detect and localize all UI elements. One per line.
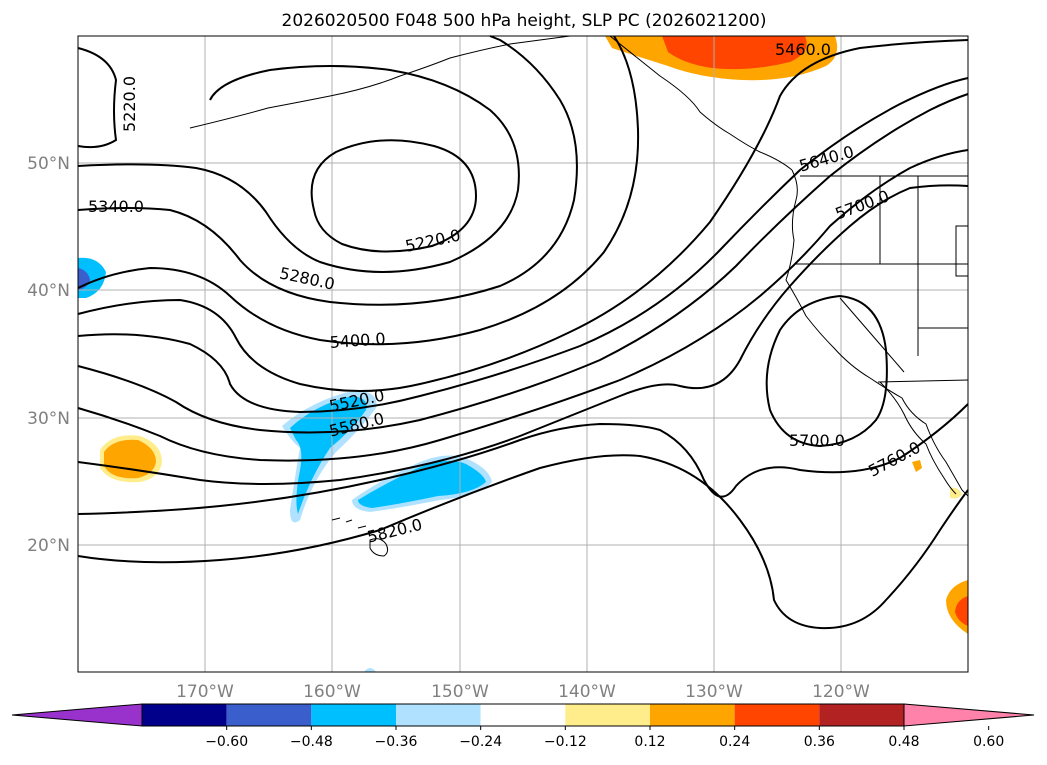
negative-anomaly-central	[290, 396, 367, 514]
colorbar-segment	[565, 704, 650, 726]
colorbar-outline	[141, 703, 905, 727]
colorbar-tick-label: 0.48	[888, 734, 919, 750]
contour-5340	[77, 35, 578, 306]
lon-label-130w: 130°W	[685, 682, 743, 702]
contour-5280	[77, 65, 520, 273]
negative-anomaly-west-edge	[78, 257, 106, 298]
hawaii-islands	[331, 517, 389, 557]
contour-label: 5220.0	[120, 76, 139, 132]
latitude-labels: 50°N 40°N 30°N 20°N	[27, 154, 70, 556]
contour-label: 5340.0	[88, 197, 144, 216]
colorbar-tick-label: −0.24	[459, 734, 502, 750]
longitude-labels: 170°W 160°W 150°W 140°W 130°W 120°W	[176, 682, 870, 702]
coastline-alaska	[189, 35, 571, 129]
colorbar-segment	[142, 704, 227, 726]
contour-5760	[77, 403, 969, 515]
lat-label-40n: 40°N	[27, 281, 70, 301]
lat-label-20n: 20°N	[27, 536, 70, 556]
colorbar-segment	[226, 704, 312, 726]
contour-5820	[77, 454, 969, 630]
colorbar-extend-min	[11, 703, 143, 727]
contour-5700-loop	[765, 295, 888, 448]
colorbar-segment	[734, 704, 820, 726]
contour-5400	[77, 35, 640, 346]
coastline-west-coast	[785, 169, 969, 497]
colorbar-tick-label: 0.60	[973, 734, 1004, 750]
lat-label-30n: 30°N	[27, 409, 70, 429]
lon-label-150w: 150°W	[431, 682, 489, 702]
coastlines	[189, 35, 969, 557]
height-contours	[77, 35, 969, 630]
state-borders	[796, 176, 969, 383]
lon-label-170w: 170°W	[176, 682, 234, 702]
map-background	[78, 36, 968, 672]
negative-anomaly-hawaii	[358, 460, 486, 508]
lon-label-140w: 140°W	[558, 682, 616, 702]
slp-anomaly-shading	[78, 36, 968, 672]
contour-5640	[77, 149, 969, 462]
colorbar-tick-label: −0.12	[544, 734, 587, 750]
positive-anomaly-east-core	[955, 596, 968, 626]
colorbar-segment	[480, 704, 566, 726]
colorbar-tick-label: −0.48	[290, 734, 333, 750]
coastline-baja	[879, 381, 957, 495]
colorbar-tick-label: −0.36	[375, 734, 418, 750]
colorbar-segment	[311, 704, 396, 726]
contour-5220-northwest	[77, 47, 118, 149]
lat-label-50n: 50°N	[27, 154, 70, 174]
colorbar-segment	[650, 704, 735, 726]
contour-5220-low	[310, 139, 478, 253]
colorbar-tick-label: 0.24	[719, 734, 750, 750]
colorbar-tick-label: 0.12	[634, 734, 665, 750]
positive-anomaly-west	[104, 439, 156, 479]
colorbar-tick-label: 0.36	[804, 734, 835, 750]
coastline-alaska-panhandle	[609, 35, 793, 171]
map-frame	[77, 35, 969, 673]
figure-title: 2026020500 F048 500 hPa height, SLP PC (…	[282, 11, 767, 31]
contour-5520	[77, 77, 969, 414]
lon-label-120w: 120°W	[812, 682, 870, 702]
graticule	[78, 36, 968, 672]
contour-5460	[77, 39, 969, 392]
contour-5700-band	[77, 184, 969, 485]
contour-label: 5700.0	[789, 431, 845, 450]
negative-anomaly-bottom-spot	[364, 668, 376, 672]
contour-5580	[77, 93, 969, 434]
lon-label-160w: 160°W	[303, 682, 361, 702]
positive-anomaly-north-core	[662, 36, 807, 70]
colorbar-segment	[819, 704, 904, 726]
positive-anomaly-baja-spot	[912, 460, 922, 472]
colorbar-tick-label: −0.60	[205, 734, 248, 750]
colorbar: −0.60 −0.48 −0.36 −0.24 −0.12 0.12 0.24 0.36 0.4…	[11, 703, 1035, 750]
colorbar-segment	[396, 704, 481, 726]
map-panel: 5220.0 5220.0 5340.0 5280.0 5400.0 5520.…	[77, 35, 969, 673]
contour-label: 5400.0	[329, 329, 386, 352]
colorbar-extend-max	[903, 703, 1035, 727]
contour-label: 5460.0	[775, 40, 831, 59]
